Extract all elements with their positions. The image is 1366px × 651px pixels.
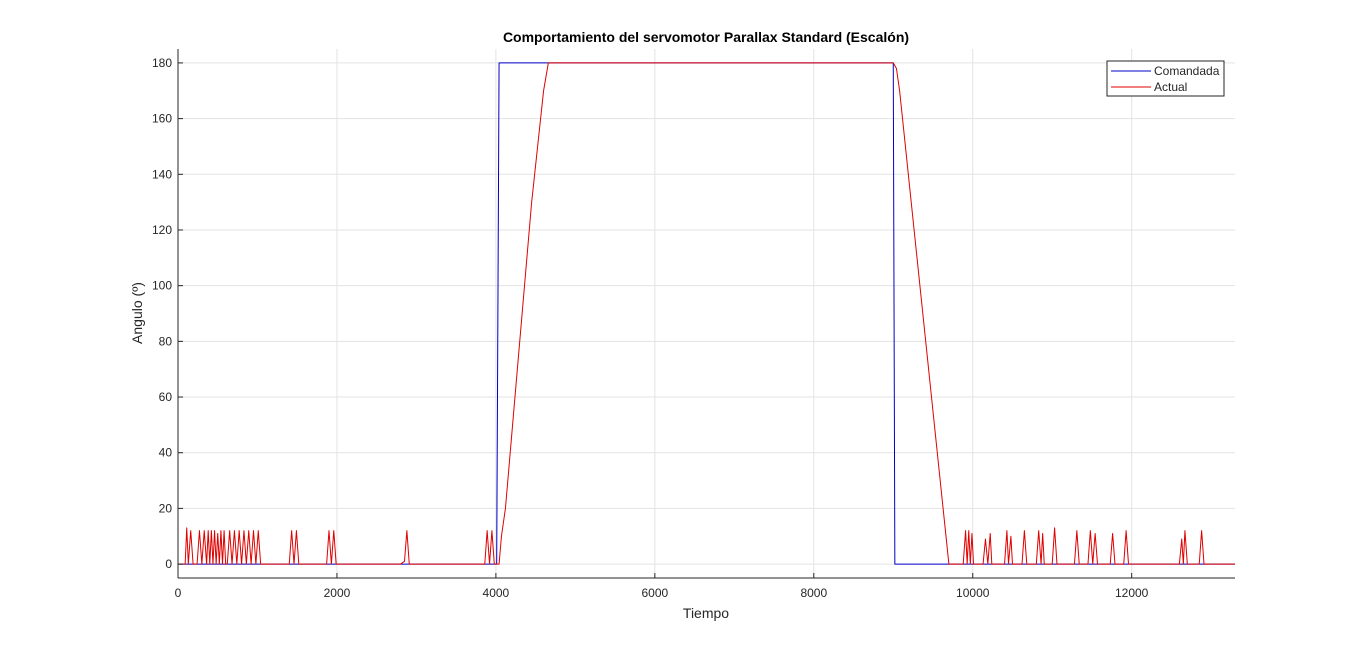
- y-tick-label: 20: [159, 501, 173, 515]
- y-axis-label: Angulo (º): [129, 282, 145, 344]
- y-tick-label: 100: [152, 279, 172, 293]
- y-tick-label: 160: [152, 112, 172, 126]
- legend-entry: Actual: [1154, 80, 1187, 94]
- y-tick-label: 120: [152, 223, 172, 237]
- series-line-actual: [178, 62, 1235, 565]
- x-tick-label: 0: [175, 586, 182, 600]
- y-tick-label: 40: [159, 446, 173, 460]
- series-layer: [178, 62, 1235, 565]
- x-tick-label: 2000: [324, 586, 351, 600]
- y-tick-label: 180: [152, 56, 172, 70]
- axes: 0 2000 4000 6000 8000 10000 12000 0 20 40 60 80 100 1…: [152, 49, 1235, 600]
- x-axis-label: Tiempo: [683, 605, 729, 621]
- y-tick-label: 140: [152, 167, 172, 181]
- legend[interactable]: Comandada Actual: [1106, 60, 1225, 97]
- y-tick-label: 60: [159, 390, 173, 404]
- x-tick-label: 4000: [483, 586, 510, 600]
- chart-title: Comportamiento del servomotor Parallax S…: [503, 29, 909, 45]
- x-tick-label: 10000: [956, 586, 990, 600]
- y-tick-label: 0: [165, 557, 172, 571]
- x-tick-label: 6000: [641, 586, 668, 600]
- y-tick-label: 80: [159, 334, 173, 348]
- x-tick-label: 12000: [1115, 586, 1149, 600]
- plot-area: [178, 49, 1235, 578]
- legend-box: [1106, 60, 1225, 97]
- legend-entry: Comandada: [1154, 64, 1220, 78]
- x-tick-label: 8000: [800, 586, 827, 600]
